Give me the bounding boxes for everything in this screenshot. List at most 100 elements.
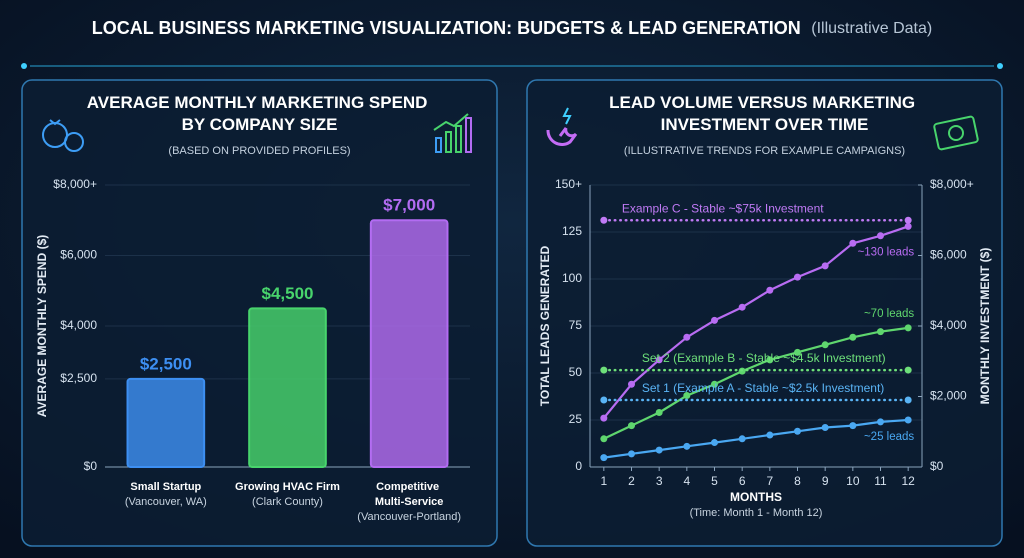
data-point [600, 396, 608, 404]
data-point [683, 333, 691, 341]
bar [369, 219, 449, 468]
end-label: ~130 leads [858, 246, 915, 258]
data-point [794, 427, 801, 435]
data-point [711, 316, 718, 324]
page-title: LOCAL BUSINESS MARKETING VISUALIZATION: … [92, 18, 932, 38]
data-point [849, 422, 857, 430]
leads-line [602, 326, 910, 440]
right-panel [526, 79, 1003, 547]
category-note: (Vancouver-Portland) [357, 511, 461, 523]
y-tick-label: 50 [569, 365, 583, 379]
divider-dot [997, 63, 1003, 69]
y2-tick-label: $4,000 [930, 318, 967, 332]
x-tick-label: 10 [846, 474, 860, 488]
y-tick-label: 0 [575, 459, 582, 473]
data-point [849, 333, 857, 341]
y-tick-label: 100 [562, 271, 582, 285]
data-point [794, 273, 801, 281]
data-point [683, 392, 691, 400]
divider-dot [21, 63, 27, 69]
data-point [655, 356, 663, 364]
y2-tick-label: $8,000+ [930, 177, 974, 191]
category-note: (Clark County) [252, 496, 323, 508]
x-tick-label: 7 [766, 474, 773, 488]
y2-tick-label: $2,000 [930, 389, 967, 403]
value-label: $2,500 [140, 354, 192, 373]
category-note: (Vancouver, WA) [125, 496, 207, 508]
data-point [877, 232, 884, 240]
data-point [600, 216, 608, 224]
x-tick-label-line: Small Startup [130, 481, 201, 493]
data-point [600, 435, 608, 443]
y-tick-label: 150+ [555, 177, 582, 191]
data-point [766, 356, 774, 364]
value-label: $4,500 [262, 284, 314, 303]
bar [248, 307, 327, 468]
x-tick-label: 11 [874, 474, 887, 488]
data-point [877, 328, 884, 336]
x-tick-label: 4 [683, 474, 690, 488]
data-point [628, 450, 635, 458]
data-point [628, 422, 635, 430]
data-point [711, 380, 718, 388]
x-tick-label: 2 [628, 474, 635, 488]
chart-title-line: AVERAGE MONTHLY MARKETING SPEND [87, 93, 432, 112]
y-tick-label: 125 [562, 224, 582, 238]
data-point [904, 222, 912, 230]
y-tick-label: $2,500 [60, 371, 97, 385]
leads-line [602, 418, 910, 459]
data-point [600, 454, 608, 462]
series-label: Set 1 (Example A - Stable ~$2.5k Investm… [642, 381, 884, 395]
title-main: LOCAL BUSINESS MARKETING VISUALIZATION: … [92, 18, 801, 38]
chart-title-line: LEAD VOLUME VERSUS MARKETING [609, 93, 920, 112]
x-axis-label: MONTHS [730, 490, 782, 504]
data-point [655, 408, 663, 416]
cash-icon [933, 115, 979, 151]
data-point [738, 435, 746, 443]
data-point [683, 442, 691, 450]
y2-axis-label: MONTHLY INVESTMENT ($) [978, 248, 992, 405]
x-tick-label: 3 [656, 474, 663, 488]
chart-title-line: INVESTMENT OVER TIME [661, 115, 869, 134]
chart-title: LEAD VOLUME VERSUS MARKETING INVESTMENT … [609, 93, 920, 134]
data-point [766, 431, 774, 439]
data-point [821, 262, 829, 270]
x-tick-label: Competitive Multi-Service [375, 481, 443, 508]
y2-tick-label: $6,000 [930, 248, 967, 262]
x-tick-label-line: Multi-Service [375, 496, 443, 508]
leads-line [602, 225, 910, 420]
data-point [904, 396, 912, 404]
data-point [600, 414, 608, 422]
data-point [628, 380, 635, 388]
data-point [904, 324, 912, 332]
money-bag-icon [42, 119, 84, 152]
data-point [904, 366, 912, 374]
x-tick-label: 12 [901, 474, 915, 488]
y-axis-label: AVERAGE MONTHLY SPEND ($) [35, 235, 49, 417]
data-point [711, 439, 718, 447]
data-point [821, 424, 829, 432]
series-label: Example C - Stable ~$75k Investment [622, 201, 824, 215]
y2-tick-label: $0 [930, 459, 944, 473]
y-tick-label: $4,000 [60, 318, 97, 332]
bar [126, 377, 206, 468]
data-point [821, 341, 829, 349]
x-tick-label-line: Competitive [376, 481, 442, 493]
data-point [655, 446, 663, 454]
data-point [849, 239, 857, 247]
x-tick-label: Small Startup [130, 481, 201, 493]
y-tick-label: $0 [84, 459, 98, 473]
end-label: ~70 leads [864, 308, 914, 320]
data-point [904, 416, 912, 424]
x-tick-label: 8 [794, 474, 801, 488]
y-tick-label: 25 [569, 412, 583, 426]
magnet-icon [546, 107, 578, 146]
x-tick-label: Growing HVAC Firm [235, 481, 340, 493]
end-label: ~25 leads [864, 431, 914, 443]
series-label: Set 2 (Example B - Stable ~$4.5k Investm… [642, 351, 886, 365]
y-tick-label: 75 [569, 318, 583, 332]
y-tick-label: $8,000+ [53, 177, 97, 191]
x-tick-label: 1 [600, 474, 607, 488]
data-point [738, 303, 746, 311]
